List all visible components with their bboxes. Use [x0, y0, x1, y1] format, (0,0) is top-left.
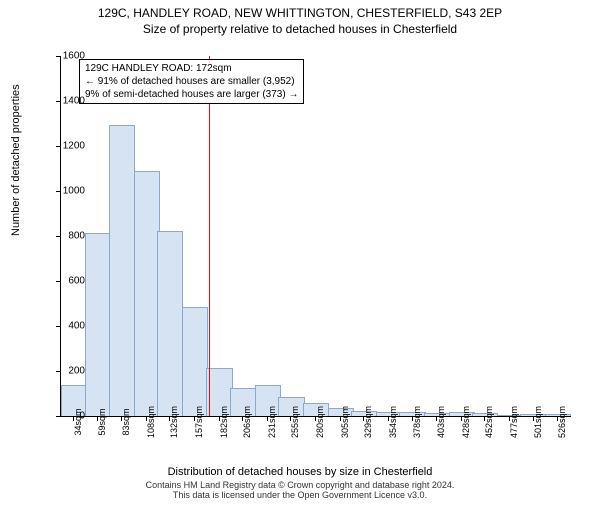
annotation-box: 129C HANDLEY ROAD: 172sqm← 91% of detach… [79, 59, 304, 104]
x-tick-label: 452sqm [484, 406, 494, 438]
x-tick-label: 526sqm [557, 406, 567, 438]
x-tick-label: 59sqm [97, 408, 107, 435]
x-tick-label: 354sqm [388, 406, 398, 438]
y-axis-label: Number of detached properties [10, 84, 22, 236]
annotation-line: 9% of semi-detached houses are larger (3… [85, 88, 298, 101]
footer-line-2: This data is licensed under the Open Gov… [173, 490, 427, 500]
histogram-bar [85, 233, 111, 416]
y-tick-label: 600 [45, 276, 85, 287]
x-axis-label: Distribution of detached houses by size … [0, 466, 600, 478]
x-tick-label: 231sqm [267, 406, 277, 438]
y-tick-label: 1200 [45, 141, 85, 152]
footer-line-1: Contains HM Land Registry data © Crown c… [146, 480, 455, 490]
title-line-2: Size of property relative to detached ho… [143, 22, 457, 36]
x-tick-label: 182sqm [219, 406, 229, 438]
chart-title: 129C, HANDLEY ROAD, NEW WHITTINGTON, CHE… [0, 6, 600, 37]
y-tick-label: 1600 [45, 51, 85, 62]
x-tick-label: 206sqm [242, 406, 252, 438]
y-tick-label: 1400 [45, 96, 85, 107]
y-tick-label: 200 [45, 366, 85, 377]
x-tick-label: 255sqm [290, 406, 300, 438]
x-tick-label: 132sqm [169, 406, 179, 438]
histogram-bar [134, 171, 160, 416]
annotation-line: ← 91% of detached houses are smaller (3,… [85, 75, 298, 88]
footer-attribution: Contains HM Land Registry data © Crown c… [0, 480, 600, 500]
x-tick-label: 403sqm [436, 406, 446, 438]
x-tick-label: 280sqm [315, 406, 325, 438]
x-tick-label: 501sqm [533, 406, 543, 438]
title-line-1: 129C, HANDLEY ROAD, NEW WHITTINGTON, CHE… [98, 6, 502, 20]
x-tick-label: 378sqm [412, 406, 422, 438]
reference-line [209, 56, 210, 416]
x-tick-label: 329sqm [363, 406, 373, 438]
chart-container: 129C, HANDLEY ROAD, NEW WHITTINGTON, CHE… [0, 6, 600, 506]
x-tick-label: 477sqm [509, 406, 519, 438]
y-tick-label: 400 [45, 321, 85, 332]
y-tick-label: 1000 [45, 186, 85, 197]
x-tick-label: 83sqm [121, 408, 131, 435]
x-tick-label: 428sqm [461, 406, 471, 438]
plot-area: 34sqm59sqm83sqm108sqm132sqm157sqm182sqm2… [60, 56, 571, 417]
histogram-bar [157, 231, 183, 417]
histogram-bar [109, 125, 135, 416]
histogram-bar [182, 307, 208, 416]
x-tick-label: 157sqm [194, 406, 204, 438]
y-tick-label: 800 [45, 231, 85, 242]
annotation-line: 129C HANDLEY ROAD: 172sqm [85, 62, 298, 75]
y-tick-label: 0 [45, 411, 85, 422]
x-tick-label: 108sqm [146, 406, 156, 438]
x-tick-label: 305sqm [340, 406, 350, 438]
